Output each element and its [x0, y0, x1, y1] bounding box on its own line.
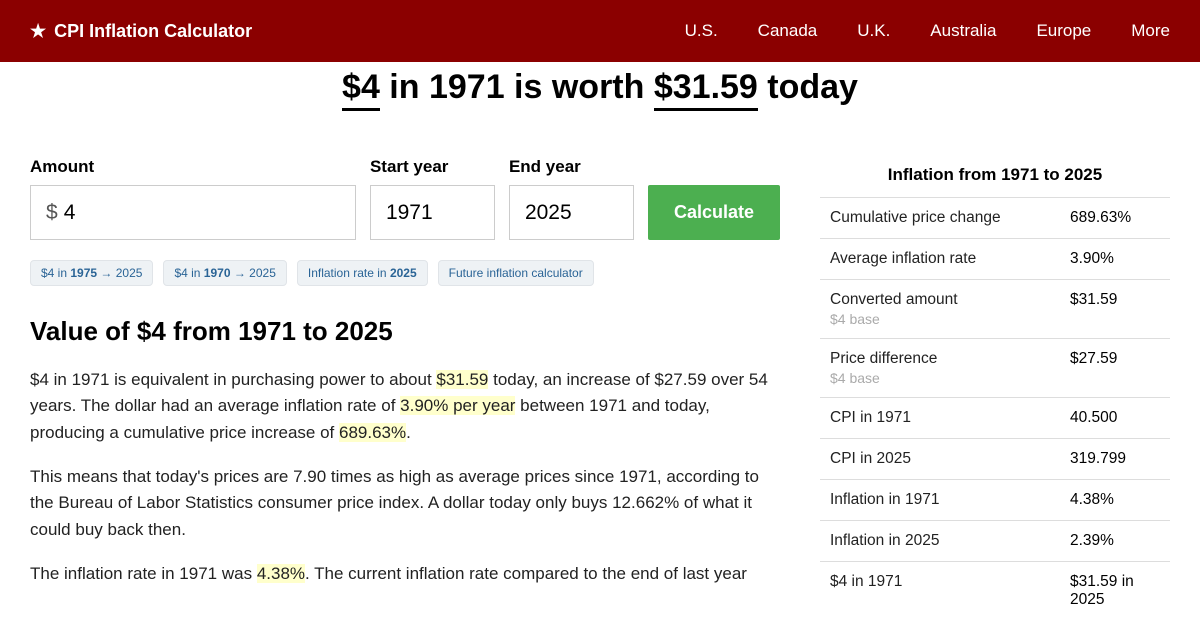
- amount-input[interactable]: $ 4: [30, 185, 356, 240]
- stats-label: CPI in 1971: [820, 398, 1060, 439]
- nav-australia[interactable]: Australia: [930, 21, 996, 41]
- stats-row: Cumulative price change689.63%: [820, 198, 1170, 239]
- stats-label: Inflation in 1971: [820, 480, 1060, 521]
- nav-canada[interactable]: Canada: [758, 21, 818, 41]
- nav-more[interactable]: More: [1131, 21, 1170, 41]
- quick-links: $4 in 1975 → 2025 $4 in 1970 → 2025 Infl…: [30, 260, 780, 286]
- start-year-input[interactable]: 1971: [370, 185, 495, 240]
- stats-row: $4 in 1971$31.59 in 2025: [820, 562, 1170, 621]
- stats-label: $4 in 1971: [820, 562, 1060, 621]
- stats-value: 319.799: [1060, 439, 1170, 480]
- paragraph-3: The inflation rate in 1971 was 4.38%. Th…: [30, 561, 780, 587]
- stats-value: 2.39%: [1060, 521, 1170, 562]
- nav-uk[interactable]: U.K.: [857, 21, 890, 41]
- logo[interactable]: ★ CPI Inflation Calculator: [30, 21, 252, 42]
- stats-value: 40.500: [1060, 398, 1170, 439]
- stats-label: CPI in 2025: [820, 439, 1060, 480]
- calculate-button[interactable]: Calculate: [648, 185, 780, 240]
- stats-value: 4.38%: [1060, 480, 1170, 521]
- stats-sublabel: $4 base: [830, 370, 1050, 386]
- stats-row: Converted amount$4 base$31.59: [820, 280, 1170, 339]
- stats-row: Inflation in 19714.38%: [820, 480, 1170, 521]
- stats-label: Price difference$4 base: [820, 339, 1060, 398]
- stats-value: $31.59: [1060, 280, 1170, 339]
- title-amount-to: $31.59: [654, 68, 758, 111]
- end-year-input[interactable]: 2025: [509, 185, 634, 240]
- chip-1975[interactable]: $4 in 1975 → 2025: [30, 260, 153, 286]
- amount-label: Amount: [30, 157, 356, 177]
- start-year-label: Start year: [370, 157, 495, 177]
- stats-value: 3.90%: [1060, 239, 1170, 280]
- nav-europe[interactable]: Europe: [1036, 21, 1091, 41]
- amount-value: 4: [64, 201, 76, 225]
- stats-value: 689.63%: [1060, 198, 1170, 239]
- nav: U.S. Canada U.K. Australia Europe More: [685, 21, 1170, 41]
- stats-row: Price difference$4 base$27.59: [820, 339, 1170, 398]
- stats-table: Cumulative price change689.63%Average in…: [820, 197, 1170, 620]
- section-title: Value of $4 from 1971 to 2025: [30, 316, 780, 347]
- logo-text: CPI Inflation Calculator: [54, 21, 252, 42]
- stats-row: Average inflation rate3.90%: [820, 239, 1170, 280]
- chip-rate-2025[interactable]: Inflation rate in 2025: [297, 260, 428, 286]
- stats-row: CPI in 2025319.799: [820, 439, 1170, 480]
- chip-future[interactable]: Future inflation calculator: [438, 260, 594, 286]
- paragraph-2: This means that today's prices are 7.90 …: [30, 464, 780, 543]
- header: ★ CPI Inflation Calculator U.S. Canada U…: [0, 0, 1200, 62]
- stats-row: Inflation in 20252.39%: [820, 521, 1170, 562]
- nav-us[interactable]: U.S.: [685, 21, 718, 41]
- stats-label: Cumulative price change: [820, 198, 1060, 239]
- stats-title: Inflation from 1971 to 2025: [820, 157, 1170, 197]
- end-year-label: End year: [509, 157, 634, 177]
- stats-sublabel: $4 base: [830, 311, 1050, 327]
- title-amount-from: $4: [342, 68, 380, 111]
- stats-label: Inflation in 2025: [820, 521, 1060, 562]
- stats-row: CPI in 197140.500: [820, 398, 1170, 439]
- page-title: $4 in 1971 is worth $31.59 today: [0, 68, 1200, 107]
- stats-value: $31.59 in 2025: [1060, 562, 1170, 621]
- star-icon: ★: [30, 21, 46, 42]
- chip-1970[interactable]: $4 in 1970 → 2025: [163, 260, 286, 286]
- stats-sidebar: Inflation from 1971 to 2025 Cumulative p…: [820, 157, 1170, 620]
- stats-value: $27.59: [1060, 339, 1170, 398]
- calculator-form: Amount $ 4 Start year 1971 End year 2025…: [30, 157, 780, 240]
- stats-label: Converted amount$4 base: [820, 280, 1060, 339]
- stats-label: Average inflation rate: [820, 239, 1060, 280]
- paragraph-1: $4 in 1971 is equivalent in purchasing p…: [30, 367, 780, 446]
- currency-prefix: $: [46, 201, 58, 225]
